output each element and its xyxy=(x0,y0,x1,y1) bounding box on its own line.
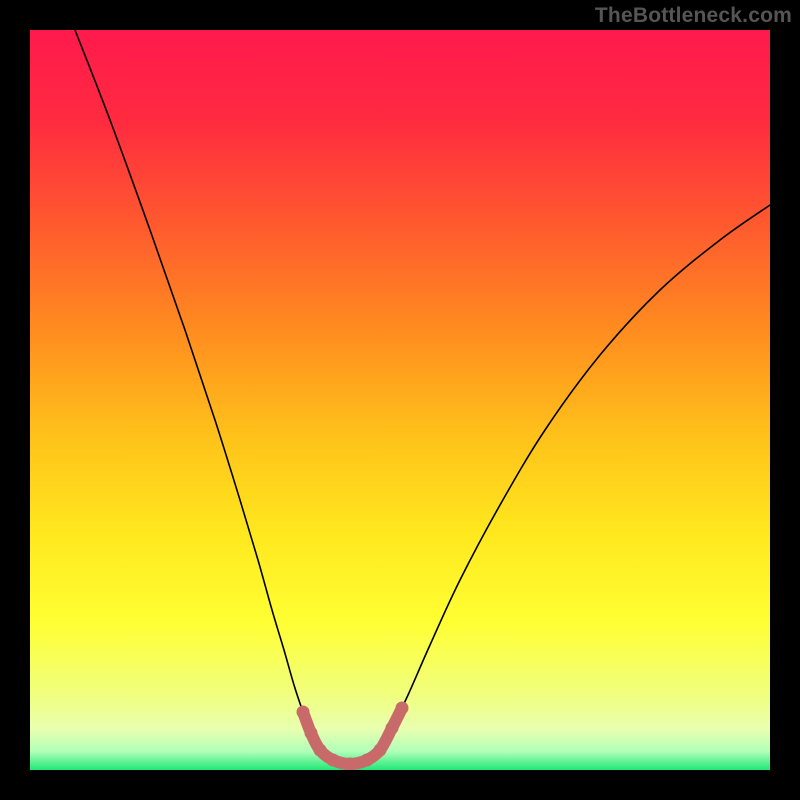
plot-background xyxy=(30,30,770,770)
watermark-text: TheBottleneck.com xyxy=(595,4,792,28)
chart-container: { "watermark": { "text": "TheBottleneck.… xyxy=(0,0,800,800)
bottleneck-chart xyxy=(0,0,800,800)
